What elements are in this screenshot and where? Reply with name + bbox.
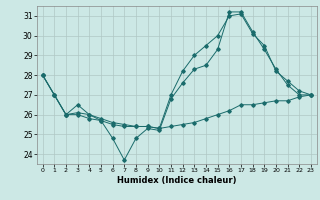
X-axis label: Humidex (Indice chaleur): Humidex (Indice chaleur) [117,176,236,185]
